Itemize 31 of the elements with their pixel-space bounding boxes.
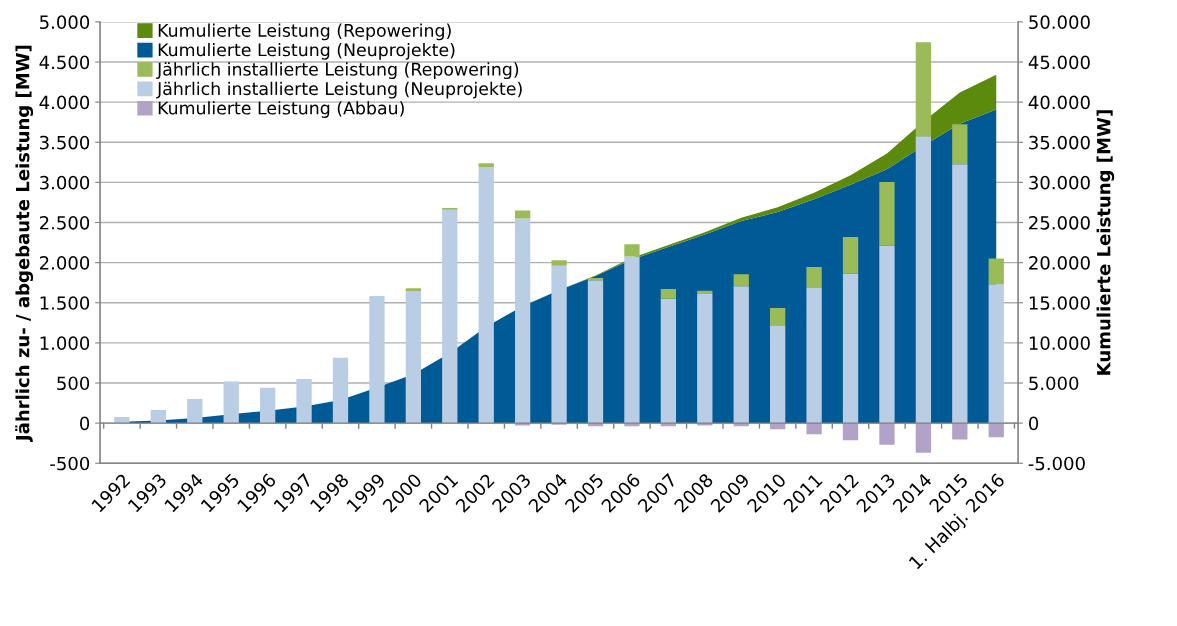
y2-tick-label: 0 [1029, 416, 1039, 431]
y-tick-label: 5.000 [40, 15, 90, 30]
y2-tick-label: 30.000 [1029, 175, 1090, 190]
y-tick-label: 4.500 [39, 55, 90, 70]
y2-tick-label: 25.000 [1029, 215, 1090, 230]
y-tick-label: 0 [80, 416, 90, 431]
y2-tick-label: -5.000 [1028, 456, 1085, 471]
y-tick-label: -500 [50, 456, 90, 471]
y-tick-label: 1.500 [40, 296, 90, 310]
legend-label: Jährlich installierte Leistung (Repowering) [156, 62, 519, 80]
y2-tick-label: 10.000 [1029, 336, 1090, 350]
y-tick-label: 4.000 [39, 95, 90, 110]
y2-tick-label: 15.000 [1029, 296, 1090, 310]
y-axis-title: Jährlich zu- / abgebaute Leistung [MW] [15, 45, 34, 443]
y2-tick-label: 50.000 [1029, 15, 1090, 30]
y-tick-label: 3.500 [40, 135, 90, 150]
legend-label: Jährlich installierte Leistung (Neuprojekte) [156, 81, 522, 99]
y2-tick-label: 20.000 [1029, 256, 1090, 270]
y-tick-label: 500 [57, 376, 90, 391]
y-tick-label: 1.000 [40, 336, 90, 350]
y2-tick-label: 5.000 [1029, 376, 1079, 391]
legend-label: Kumulierte Leistung (Neuprojekte) [158, 42, 455, 60]
y2-axis-title: Kumulierte Leistung [MW] [1096, 110, 1115, 375]
legend-label: Kumulierte Leistung (Abbau) [158, 101, 404, 118]
y-tick-label: 2.000 [39, 256, 90, 270]
legend-label: Kumulierte Leistung (Repowering) [158, 23, 451, 41]
y2-tick-label: 35.000 [1029, 135, 1090, 150]
y2-tick-label: 45.000 [1028, 55, 1090, 70]
y2-tick-label: 40.000 [1028, 95, 1090, 110]
y-tick-label: 3.000 [40, 175, 90, 190]
y-tick-label: 2.500 [39, 215, 90, 230]
